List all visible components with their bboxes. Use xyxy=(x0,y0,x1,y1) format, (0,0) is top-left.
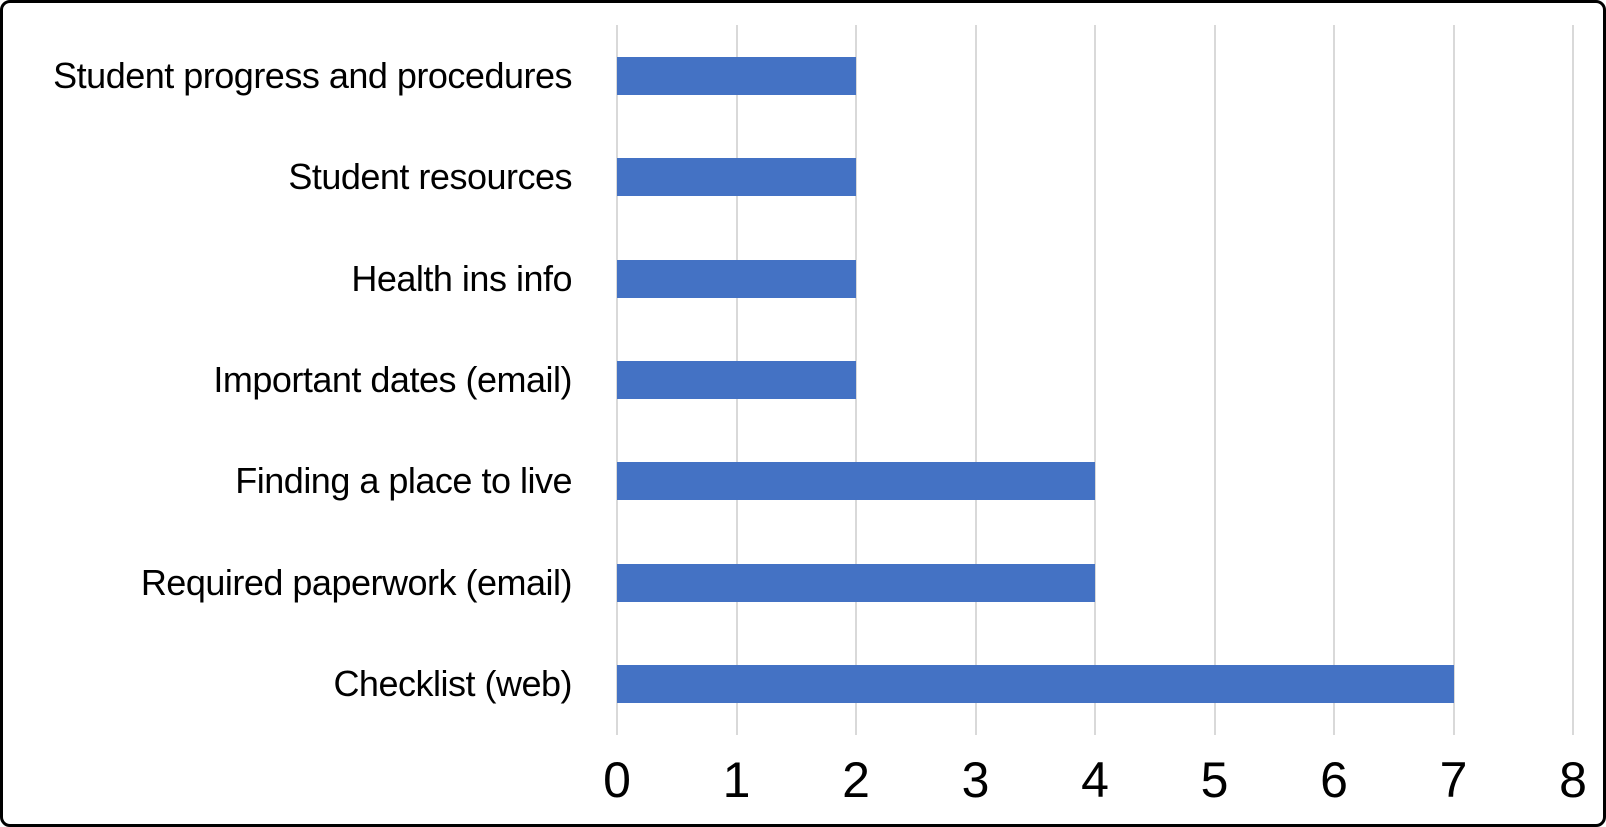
gridline-5 xyxy=(1213,25,1216,735)
gridline-4 xyxy=(1094,25,1096,735)
x-tick-label-6: 6 xyxy=(1320,752,1348,808)
bar-2 xyxy=(617,259,856,298)
x-tick-label-5: 5 xyxy=(1200,752,1229,808)
x-axis: 0 1 2 3 4 5 6 7 8 xyxy=(603,752,1587,808)
bar-0 xyxy=(617,56,856,95)
x-tick-label-8: 8 xyxy=(1559,752,1587,808)
bar-1 xyxy=(617,158,856,197)
category-label-2: Health ins info xyxy=(351,257,572,299)
bar-3 xyxy=(617,361,856,399)
gridline-8 xyxy=(1572,25,1574,735)
bar-5 xyxy=(617,563,1095,602)
gridline-6 xyxy=(1333,25,1335,735)
plot-area xyxy=(616,25,1574,735)
bar-6 xyxy=(617,665,1454,704)
category-labels: Student progress and procedures Student r… xyxy=(3,25,572,735)
category-label-1: Student resources xyxy=(288,156,572,198)
category-label-6: Checklist (web) xyxy=(333,663,572,705)
x-tick-label-3: 3 xyxy=(961,752,990,808)
category-label-4: Finding a place to live xyxy=(235,460,572,502)
x-tick-label-1: 1 xyxy=(722,752,751,808)
category-label-3: Important dates (email) xyxy=(213,358,572,400)
x-tick-label-2: 2 xyxy=(842,752,870,808)
gridline-2 xyxy=(855,25,857,735)
category-label-5: Required paperwork (email) xyxy=(140,561,573,603)
category-label-0: Student progress and procedures xyxy=(53,54,572,96)
bar-4 xyxy=(617,462,1095,501)
x-tick-label-4: 4 xyxy=(1081,752,1109,808)
x-tick-label-0: 0 xyxy=(603,752,631,808)
x-tick-label-7: 7 xyxy=(1439,752,1468,808)
gridline-7 xyxy=(1452,25,1455,735)
gridline-3 xyxy=(974,25,977,735)
